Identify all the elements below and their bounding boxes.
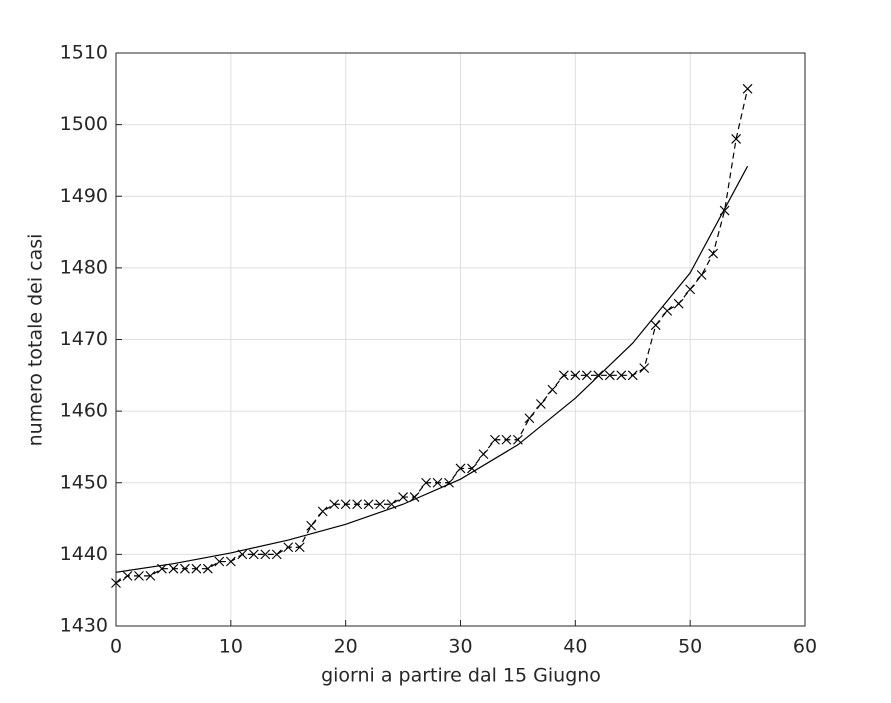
- data-marker: [535, 399, 546, 409]
- data-marker: [455, 463, 466, 474]
- y-tick-label: 1440: [60, 543, 108, 565]
- data-marker: [731, 134, 741, 144]
- data-marker: [225, 556, 236, 567]
- data-marker: [570, 370, 581, 381]
- data-marker: [111, 578, 121, 588]
- data-marker: [168, 563, 179, 574]
- data-marker: [294, 542, 305, 553]
- data-marker: [214, 556, 225, 567]
- data-marker: [271, 549, 282, 560]
- y-axis-label: numero totale dei casi: [25, 234, 47, 447]
- x-tick-label: 60: [793, 636, 817, 658]
- data-marker: [581, 370, 592, 381]
- data-marker: [662, 305, 673, 316]
- data-marker: [742, 83, 753, 94]
- data-marker: [317, 506, 328, 517]
- data-marker: [421, 477, 431, 488]
- data-marker: [432, 477, 443, 488]
- data-marker: [490, 434, 500, 445]
- data-line: [115, 88, 749, 584]
- data-marker: [604, 370, 615, 381]
- data-marker: [363, 499, 374, 510]
- y-tick-label: 1450: [60, 471, 108, 493]
- data-marker: [260, 549, 271, 560]
- data-marker: [547, 384, 558, 395]
- data-marker: [122, 570, 133, 581]
- data-line: [115, 165, 749, 573]
- x-tick-label: 30: [448, 636, 472, 658]
- data-marker: [352, 499, 363, 510]
- data-marker: [685, 284, 696, 295]
- data-marker: [248, 549, 259, 560]
- y-tick-label: 1480: [60, 256, 108, 278]
- y-tick-label: 1460: [60, 400, 108, 422]
- data-marker: [191, 563, 202, 574]
- data-marker: [467, 463, 477, 474]
- y-tick-label: 1490: [60, 185, 108, 207]
- y-tick-label: 1430: [60, 615, 108, 637]
- data-marker: [329, 499, 340, 510]
- x-tick-label: 50: [678, 636, 702, 658]
- data-marker: [306, 520, 317, 531]
- data-marker: [696, 270, 707, 280]
- plot-frame: [115, 52, 806, 627]
- data-marker: [134, 570, 144, 581]
- data-marker: [639, 363, 650, 374]
- data-marker: [340, 499, 351, 510]
- data-marker: [283, 542, 294, 553]
- data-marker: [616, 370, 627, 381]
- x-axis-label: giorni a partire dal 15 Giugno: [321, 665, 601, 687]
- x-tick-label: 40: [563, 636, 587, 658]
- data-marker: [673, 298, 684, 309]
- data-marker: [524, 413, 535, 424]
- data-marker: [398, 492, 408, 502]
- y-tick-label: 1500: [60, 113, 108, 135]
- data-marker: [708, 248, 719, 259]
- data-marker: [501, 434, 512, 445]
- data-marker: [145, 570, 156, 581]
- data-marker: [558, 370, 569, 381]
- data-marker: [478, 449, 489, 459]
- y-tick-label: 1470: [60, 328, 108, 350]
- data-marker: [375, 499, 386, 510]
- data-marker: [627, 370, 638, 381]
- data-marker: [180, 563, 190, 574]
- y-tick-label: 1510: [60, 42, 108, 64]
- x-tick-label: 20: [334, 636, 358, 658]
- data-marker: [202, 563, 213, 574]
- x-tick-label: 10: [219, 636, 243, 658]
- data-marker: [650, 320, 661, 331]
- x-tick-label: 0: [110, 636, 122, 658]
